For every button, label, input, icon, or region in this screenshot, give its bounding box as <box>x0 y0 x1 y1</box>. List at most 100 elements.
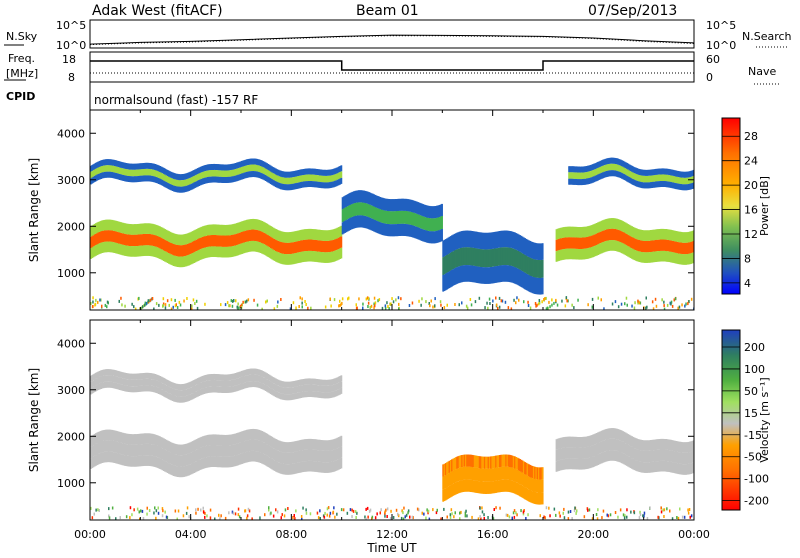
heatmap-cell <box>471 265 474 283</box>
heatmap-cell <box>577 298 579 302</box>
heatmap-cell <box>258 440 261 452</box>
heatmap-cell <box>339 237 342 249</box>
heatmap-cell <box>661 298 663 302</box>
heatmap-cell <box>306 391 309 398</box>
heatmap-cell <box>137 176 140 182</box>
heatmap-cell <box>259 160 262 166</box>
heatmap-cell <box>628 164 631 171</box>
heatmap-cell <box>491 266 494 284</box>
heatmap-cell <box>129 176 131 183</box>
heatmap-cell <box>195 181 198 188</box>
heatmap-cell <box>125 175 128 182</box>
heatmap-cell <box>126 169 129 176</box>
heatmap-cell <box>516 457 519 470</box>
heatmap-cell <box>633 511 636 515</box>
heatmap-cell <box>169 381 172 388</box>
heatmap-cell <box>345 220 348 233</box>
heatmap-cell <box>173 443 175 454</box>
heatmap-cell <box>234 373 237 379</box>
heatmap-cell <box>111 429 114 441</box>
heatmap-cell <box>256 381 258 388</box>
heatmap-cell <box>205 374 208 381</box>
heatmap-cell <box>340 457 343 469</box>
heatmap-cell <box>690 463 693 474</box>
heatmap-cell <box>386 515 388 518</box>
heatmap-cell <box>150 385 153 392</box>
heatmap-cell <box>220 514 222 518</box>
heatmap-cell <box>336 377 339 384</box>
heatmap-cell <box>405 198 408 211</box>
heatmap-cell <box>93 433 96 445</box>
heatmap-cell <box>202 436 204 447</box>
heatmap-cell <box>293 463 296 474</box>
heatmap-cell <box>529 240 532 258</box>
heatmap-cell <box>228 304 230 308</box>
heatmap-cell <box>280 393 282 400</box>
heatmap-cell <box>585 172 588 179</box>
heatmap-cell <box>209 224 212 236</box>
heatmap-cell <box>115 452 118 464</box>
heatmap-cell <box>639 513 642 516</box>
heatmap-cell <box>103 159 106 166</box>
heatmap-cell <box>205 380 208 388</box>
heatmap-cell <box>622 160 625 167</box>
heatmap-cell <box>690 170 693 177</box>
heatmap-cell <box>417 202 420 215</box>
heatmap-cell <box>124 433 126 444</box>
heatmap-cell <box>280 231 282 242</box>
heatmap-cell <box>103 241 106 253</box>
heatmap-cell <box>198 167 201 174</box>
heatmap-cell <box>229 374 232 381</box>
heatmap-cell <box>282 171 285 178</box>
heatmap-cell <box>588 457 591 469</box>
heatmap-cell <box>603 219 606 231</box>
heatmap-cell <box>491 481 494 494</box>
heatmap-cell <box>93 223 96 235</box>
heatmap-cell <box>181 234 184 246</box>
heatmap-cell <box>127 245 130 257</box>
heatmap-cell <box>594 169 597 176</box>
heatmap-cell <box>266 223 269 235</box>
heatmap-cell <box>113 441 116 453</box>
heatmap-cell <box>229 456 232 468</box>
heatmap-cell <box>101 382 104 389</box>
heatmap-cell <box>178 466 180 478</box>
heatmap-cell <box>631 165 633 172</box>
heatmap-cell <box>190 381 193 388</box>
heatmap-cell <box>402 198 404 211</box>
heatmap-cell <box>687 463 690 475</box>
heatmap-cell <box>616 439 618 451</box>
heatmap-cell <box>634 167 637 174</box>
heatmap-cell <box>237 432 240 444</box>
heatmap-cell <box>288 381 291 388</box>
heatmap-cell <box>144 175 146 182</box>
heatmap-cell <box>612 218 615 229</box>
heatmap-cell <box>97 167 100 174</box>
heatmap-cell <box>244 220 247 231</box>
heatmap-cell <box>159 226 162 237</box>
heatmap-cell <box>290 381 292 388</box>
heatmap-cell <box>462 466 465 480</box>
heatmap-cell <box>156 164 159 171</box>
heatmap-cell <box>691 462 694 474</box>
heatmap-cell <box>612 450 615 461</box>
heatmap-cell <box>251 240 253 252</box>
heatmap-cell <box>597 174 599 181</box>
heatmap-cell <box>466 247 469 266</box>
heatmap-cell <box>136 176 139 183</box>
heatmap-cell <box>302 169 305 175</box>
heatmap-cell <box>212 246 214 257</box>
heatmap-cell <box>681 232 684 243</box>
heatmap-cell <box>560 448 563 460</box>
heatmap-cell <box>416 507 419 511</box>
colorbar-tick-label: 200 <box>744 341 765 354</box>
heatmap-cell <box>267 380 270 387</box>
heatmap-cell <box>136 444 139 456</box>
heatmap-cell <box>634 448 637 461</box>
heatmap-cell <box>118 384 121 390</box>
heatmap-cell <box>641 169 643 176</box>
heatmap-cell <box>604 164 607 172</box>
heatmap-cell <box>218 224 221 236</box>
heatmap-cell <box>668 181 671 188</box>
heatmap-cell <box>176 186 179 193</box>
